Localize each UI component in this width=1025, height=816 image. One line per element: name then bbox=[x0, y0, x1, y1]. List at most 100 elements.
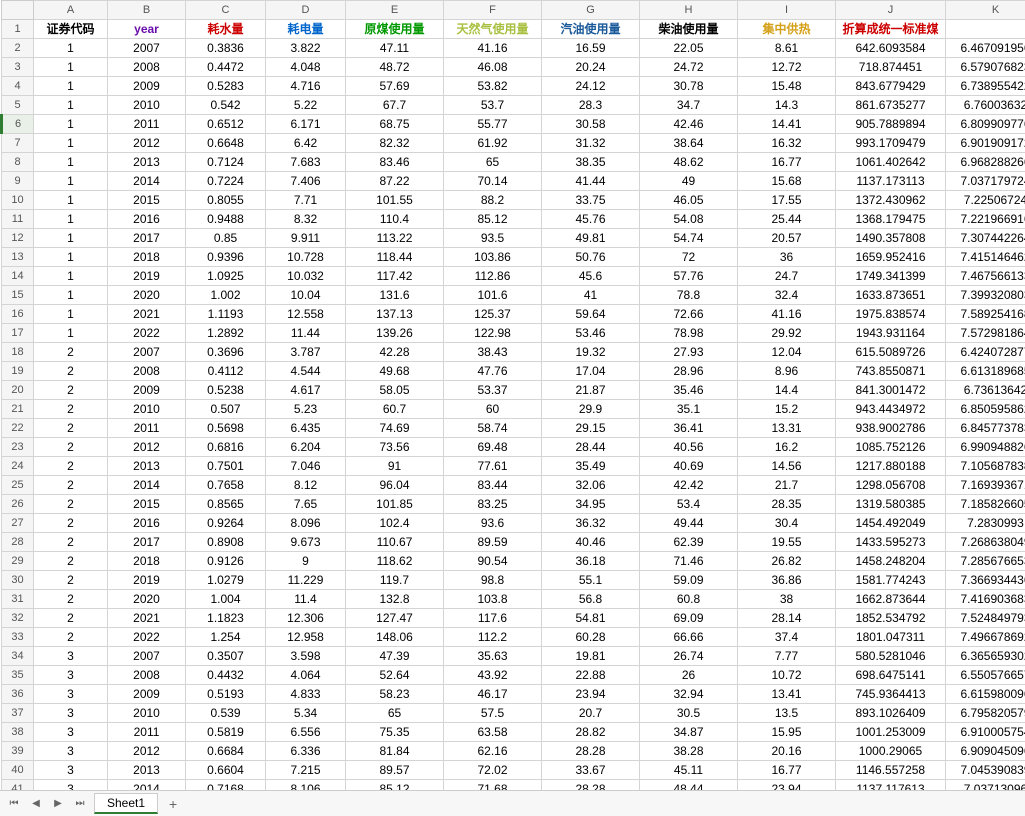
cell[interactable]: 9 bbox=[266, 552, 346, 571]
cell[interactable]: 2017 bbox=[108, 533, 186, 552]
column-title[interactable] bbox=[946, 20, 1025, 39]
cell[interactable]: 6.968288266 bbox=[946, 153, 1025, 172]
cell[interactable]: 2018 bbox=[108, 248, 186, 267]
cell[interactable]: 32.94 bbox=[640, 685, 738, 704]
cell[interactable]: 75.35 bbox=[346, 723, 444, 742]
row-header[interactable]: 38 bbox=[2, 723, 34, 742]
cell[interactable]: 117.42 bbox=[346, 267, 444, 286]
cell[interactable]: 6.365659302 bbox=[946, 647, 1025, 666]
cell[interactable]: 72.66 bbox=[640, 305, 738, 324]
last-sheet-button[interactable]: ⏭ bbox=[72, 796, 88, 812]
cell[interactable]: 49.68 bbox=[346, 362, 444, 381]
cell[interactable]: 38.28 bbox=[640, 742, 738, 761]
cell[interactable]: 6.909045096 bbox=[946, 742, 1025, 761]
cell[interactable]: 7.03713096 bbox=[946, 780, 1025, 791]
cell[interactable]: 2 bbox=[34, 495, 108, 514]
col-header-K[interactable]: K bbox=[946, 1, 1025, 20]
cell[interactable]: 35.1 bbox=[640, 400, 738, 419]
cell[interactable]: 137.13 bbox=[346, 305, 444, 324]
cell[interactable]: 745.9364413 bbox=[836, 685, 946, 704]
column-title[interactable]: 原煤使用量 bbox=[346, 20, 444, 39]
cell[interactable]: 90.54 bbox=[444, 552, 542, 571]
cell[interactable]: 6.42 bbox=[266, 134, 346, 153]
cell[interactable]: 7.496678692 bbox=[946, 628, 1025, 647]
cell[interactable]: 139.26 bbox=[346, 324, 444, 343]
cell[interactable]: 4.833 bbox=[266, 685, 346, 704]
column-title[interactable]: 折算成统一标准煤 bbox=[836, 20, 946, 39]
row-header[interactable]: 21 bbox=[2, 400, 34, 419]
cell[interactable]: 67.7 bbox=[346, 96, 444, 115]
cell[interactable]: 35.63 bbox=[444, 647, 542, 666]
cell[interactable]: 83.25 bbox=[444, 495, 542, 514]
cell[interactable]: 2 bbox=[34, 590, 108, 609]
cell[interactable]: 7.215 bbox=[266, 761, 346, 780]
cell[interactable]: 2007 bbox=[108, 647, 186, 666]
cell[interactable]: 2016 bbox=[108, 514, 186, 533]
cell[interactable]: 0.6604 bbox=[186, 761, 266, 780]
cell[interactable]: 19.81 bbox=[542, 647, 640, 666]
cell[interactable]: 10.04 bbox=[266, 286, 346, 305]
cell[interactable]: 61.92 bbox=[444, 134, 542, 153]
cell[interactable]: 642.6093584 bbox=[836, 39, 946, 58]
cell[interactable]: 8.106 bbox=[266, 780, 346, 791]
cell[interactable]: 0.9396 bbox=[186, 248, 266, 267]
cell[interactable]: 1 bbox=[34, 286, 108, 305]
cell[interactable]: 1943.931164 bbox=[836, 324, 946, 343]
cell[interactable]: 7.046 bbox=[266, 457, 346, 476]
row-header[interactable]: 17 bbox=[2, 324, 34, 343]
cell[interactable]: 19.55 bbox=[738, 533, 836, 552]
cell[interactable]: 1749.341399 bbox=[836, 267, 946, 286]
col-header-D[interactable]: D bbox=[266, 1, 346, 20]
row-header[interactable]: 16 bbox=[2, 305, 34, 324]
cell[interactable]: 6.171 bbox=[266, 115, 346, 134]
next-sheet-button[interactable]: ▶ bbox=[50, 796, 66, 812]
cell[interactable]: 40.69 bbox=[640, 457, 738, 476]
cell[interactable]: 2015 bbox=[108, 495, 186, 514]
cell[interactable]: 14.56 bbox=[738, 457, 836, 476]
cell[interactable]: 10.728 bbox=[266, 248, 346, 267]
cell[interactable]: 48.44 bbox=[640, 780, 738, 791]
cell[interactable]: 47.11 bbox=[346, 39, 444, 58]
cell[interactable]: 1 bbox=[34, 229, 108, 248]
cell[interactable]: 0.85 bbox=[186, 229, 266, 248]
cell[interactable]: 66.66 bbox=[640, 628, 738, 647]
cell[interactable]: 3.787 bbox=[266, 343, 346, 362]
cell[interactable]: 21.87 bbox=[542, 381, 640, 400]
cell[interactable]: 42.46 bbox=[640, 115, 738, 134]
row-header[interactable]: 10 bbox=[2, 191, 34, 210]
cell[interactable]: 3 bbox=[34, 742, 108, 761]
cell[interactable]: 2 bbox=[34, 438, 108, 457]
cell[interactable]: 6.613189685 bbox=[946, 362, 1025, 381]
row-header[interactable]: 31 bbox=[2, 590, 34, 609]
cell[interactable]: 2 bbox=[34, 552, 108, 571]
row-header[interactable]: 40 bbox=[2, 761, 34, 780]
cell[interactable]: 1001.253009 bbox=[836, 723, 946, 742]
cell[interactable]: 58.23 bbox=[346, 685, 444, 704]
cell[interactable]: 0.7168 bbox=[186, 780, 266, 791]
cell[interactable]: 7.045390839 bbox=[946, 761, 1025, 780]
cell[interactable]: 3 bbox=[34, 666, 108, 685]
column-title[interactable]: 耗水量 bbox=[186, 20, 266, 39]
cell[interactable]: 74.69 bbox=[346, 419, 444, 438]
row-header[interactable]: 18 bbox=[2, 343, 34, 362]
cell[interactable]: 49.44 bbox=[640, 514, 738, 533]
cell[interactable]: 6.738955422 bbox=[946, 77, 1025, 96]
row-header[interactable]: 34 bbox=[2, 647, 34, 666]
cell[interactable]: 72.02 bbox=[444, 761, 542, 780]
cell[interactable]: 25.44 bbox=[738, 210, 836, 229]
cell[interactable]: 28.3 bbox=[542, 96, 640, 115]
cell[interactable]: 3 bbox=[34, 704, 108, 723]
cell[interactable]: 117.6 bbox=[444, 609, 542, 628]
cell[interactable]: 893.1026409 bbox=[836, 704, 946, 723]
cell[interactable]: 2 bbox=[34, 571, 108, 590]
cell[interactable]: 1 bbox=[34, 77, 108, 96]
cell[interactable]: 37.4 bbox=[738, 628, 836, 647]
cell[interactable]: 0.539 bbox=[186, 704, 266, 723]
row-header[interactable]: 29 bbox=[2, 552, 34, 571]
cell[interactable]: 31.32 bbox=[542, 134, 640, 153]
cell[interactable]: 148.06 bbox=[346, 628, 444, 647]
cell[interactable]: 3 bbox=[34, 685, 108, 704]
cell[interactable]: 110.67 bbox=[346, 533, 444, 552]
cell[interactable]: 7.221966916 bbox=[946, 210, 1025, 229]
cell[interactable]: 0.4112 bbox=[186, 362, 266, 381]
